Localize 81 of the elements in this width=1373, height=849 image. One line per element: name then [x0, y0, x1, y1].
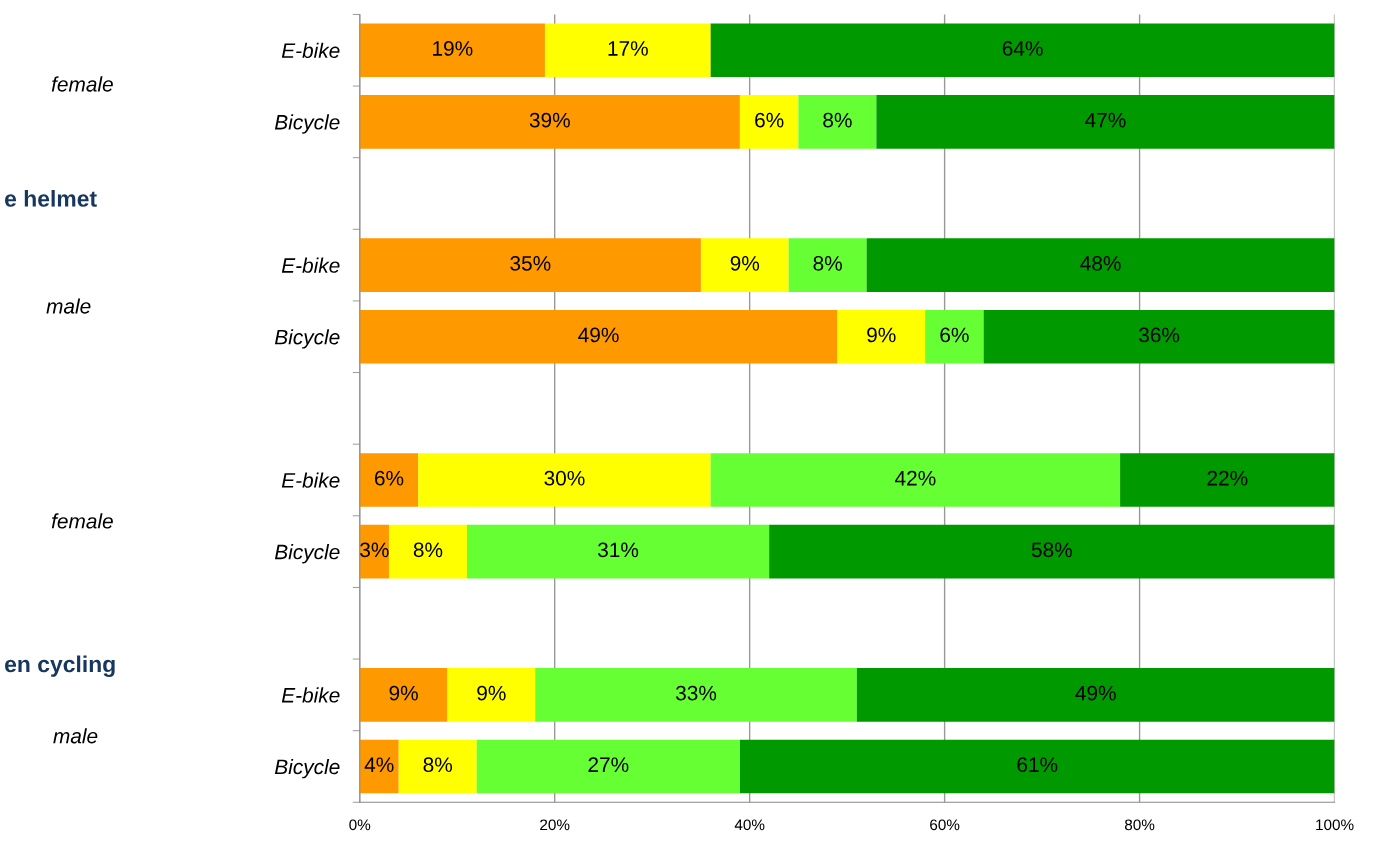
bar: [476, 739, 740, 794]
bar: [535, 668, 857, 722]
bar: [359, 668, 448, 722]
bar: [359, 453, 419, 507]
data-label: 9%: [389, 685, 418, 701]
x-tick-label: 80%: [1124, 819, 1155, 831]
data-label: 35%: [510, 255, 551, 271]
bar: [798, 95, 877, 149]
text: female: [51, 76, 113, 92]
bar: [359, 23, 545, 78]
data-label: 42%: [895, 470, 936, 486]
bar: [925, 309, 984, 364]
text: male: [53, 728, 98, 744]
data-label: 3%: [360, 542, 389, 558]
text: en cycling: [5, 655, 115, 677]
data-label: 27%: [588, 757, 629, 772]
data-label: 4%: [364, 757, 394, 772]
x-tick-label: 100%: [1316, 819, 1354, 831]
data-label: 49%: [578, 327, 619, 343]
data-label: 9%: [867, 327, 896, 343]
bar: [359, 95, 740, 149]
bar: [876, 95, 1335, 149]
text: female: [51, 513, 113, 529]
x-tick-label: 20%: [540, 819, 570, 831]
y-tick-label: Bicycle: [274, 114, 340, 134]
y-tick-label: E-bike: [281, 472, 340, 488]
y-tick-label: E-bike: [281, 257, 340, 273]
data-label: 19%: [433, 41, 473, 56]
bar: [769, 524, 1335, 579]
bar: [359, 739, 399, 794]
y-tick-label: E-bike: [281, 687, 340, 703]
data-label: 33%: [675, 685, 717, 701]
x-tick-label: 40%: [734, 819, 765, 831]
bar: [837, 309, 926, 364]
data-label: 22%: [1207, 470, 1248, 486]
bar: [398, 739, 477, 794]
bar: [544, 23, 711, 78]
bar: [700, 238, 789, 292]
data-label: 9%: [477, 685, 506, 701]
data-label: 8%: [423, 757, 453, 773]
data-label: 58%: [1031, 542, 1072, 558]
data-label: 31%: [598, 542, 639, 558]
y-tick-label: E-bike: [281, 42, 340, 58]
bar: [466, 524, 770, 579]
bar: [739, 95, 799, 149]
bar: [359, 238, 701, 292]
bar: [359, 309, 838, 364]
data-label: 8%: [413, 542, 443, 558]
data-label: 8%: [813, 255, 842, 271]
data-label: 6%: [755, 112, 784, 128]
bar: [1120, 453, 1335, 507]
data-label: 47%: [1085, 112, 1126, 128]
bar: [388, 524, 467, 579]
bar: [418, 453, 711, 507]
data-label: 6%: [374, 470, 404, 486]
bar: [739, 739, 1335, 794]
x-tick-label: 60%: [930, 819, 960, 831]
data-label: 36%: [1139, 327, 1180, 343]
bar: [856, 668, 1335, 722]
y-tick-label: Bicycle: [274, 544, 340, 564]
bar: [710, 453, 1121, 507]
data-label: 64%: [1002, 41, 1043, 56]
data-label: 61%: [1017, 757, 1058, 773]
data-label: 9%: [730, 255, 760, 271]
bar: [983, 309, 1335, 364]
text: e helmet: [5, 189, 97, 207]
bar: [447, 668, 536, 722]
bar: [710, 23, 1335, 78]
data-label: 49%: [1075, 685, 1116, 701]
data-label: 17%: [608, 41, 648, 56]
data-label: 48%: [1080, 255, 1121, 271]
data-label: 6%: [940, 327, 969, 343]
data-label: 8%: [823, 112, 852, 128]
y-tick-label: Bicycle: [274, 329, 340, 349]
x-tick-label: 0%: [349, 819, 371, 831]
bar: [866, 238, 1335, 292]
data-label: 39%: [529, 112, 570, 128]
text: male: [46, 298, 91, 314]
data-label: 30%: [544, 470, 585, 486]
y-tick-label: Bicycle: [274, 758, 340, 779]
bar: [788, 238, 867, 292]
